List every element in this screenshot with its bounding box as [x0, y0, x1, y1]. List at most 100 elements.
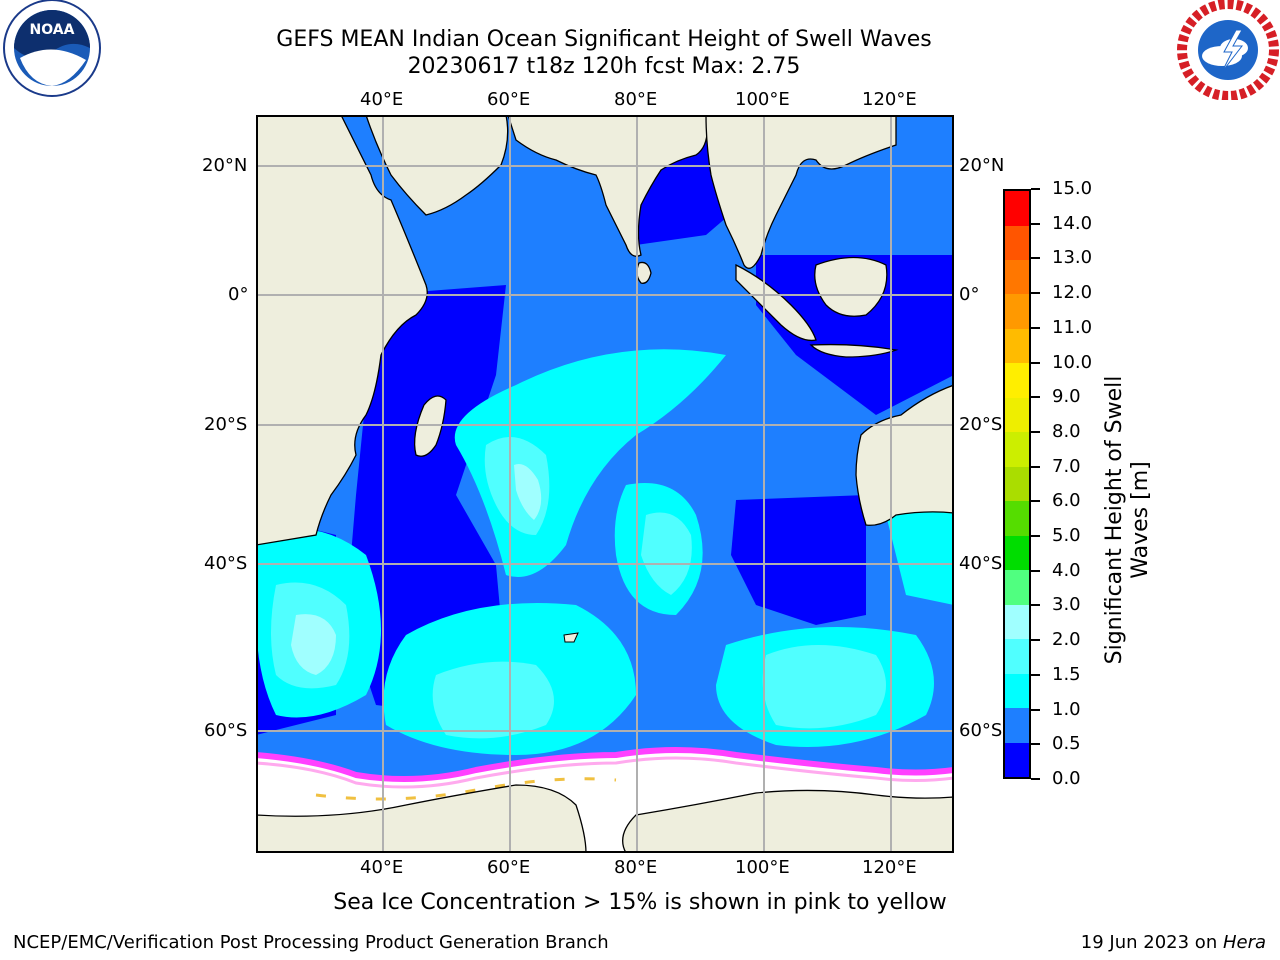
colorbar-tick-mark	[1031, 361, 1040, 364]
colorbar-tick-mark	[1031, 222, 1040, 225]
land-sumatra	[735, 263, 817, 342]
colorbar-swatch	[1005, 501, 1029, 536]
colorbar-tick-label: 1.0	[1052, 698, 1081, 720]
land-antarctica	[622, 789, 954, 853]
colorbar-swatch	[1005, 673, 1029, 709]
colorbar-swatch	[1005, 363, 1029, 398]
colorbar-tick-mark	[1031, 604, 1040, 607]
colorbar-tick-mark	[1031, 639, 1040, 642]
colorbar-tick-label: 8.0	[1052, 420, 1081, 442]
land-africa	[256, 115, 428, 546]
colorbar-tick-mark	[1031, 673, 1040, 676]
colorbar-tick-label: 6.0	[1052, 490, 1081, 512]
colorbar-swatch	[1005, 328, 1029, 364]
land-indochina	[705, 115, 897, 269]
colorbar-tick-label: 2.0	[1052, 629, 1081, 651]
colorbar-tick-label: 0.0	[1052, 768, 1081, 789]
land-kerguelen	[563, 632, 579, 643]
colorbar-tick-label: 3.0	[1052, 594, 1081, 616]
lat-label-right: 20°S	[959, 414, 1003, 435]
colorbar-swatch	[1005, 259, 1029, 295]
colorbar-tick-mark	[1031, 535, 1040, 538]
lat-label-right: 20°N	[959, 155, 1005, 176]
colorbar-tick-mark	[1031, 778, 1040, 780]
noaa-logo-text: NOAA	[30, 22, 75, 38]
colorbar-swatch	[1005, 570, 1029, 605]
colorbar-swatch	[1005, 742, 1029, 777]
colorbar-tick-label: 4.0	[1052, 559, 1081, 581]
colorbar-tick-label: 12.0	[1052, 282, 1093, 304]
lat-label-right: 0°	[959, 284, 980, 305]
land-australia	[855, 384, 954, 526]
land-java	[809, 343, 899, 358]
noaa-logo: NOAA	[3, 0, 101, 97]
colorbar-label: Significant Height of Swell Waves [m]	[1102, 360, 1162, 680]
swell-zone-max	[291, 614, 336, 675]
colorbar-swatch	[1005, 397, 1029, 433]
colorbar-swatch	[1005, 639, 1029, 674]
lat-label-right: 40°S	[959, 553, 1003, 574]
lat-label-left: 20°S	[204, 414, 248, 435]
land-india	[507, 115, 708, 257]
swell-zone-low	[346, 285, 506, 715]
lon-label-top: 100°E	[735, 89, 790, 110]
colorbar-tick-mark	[1031, 708, 1040, 711]
footer-right: 19 Jun 2023 on Hera	[1081, 932, 1266, 954]
footer-date: 19 Jun 2023 on	[1080, 932, 1223, 953]
swell-zone-high	[432, 661, 554, 739]
lon-label-bottom: 60°E	[487, 857, 531, 878]
lon-label-bottom: 80°E	[614, 857, 658, 878]
colorbar-tick-label: 5.0	[1052, 525, 1081, 547]
colorbar-swatch	[1005, 191, 1029, 226]
chart-title: GEFS MEAN Indian Ocean Significant Heigh…	[276, 27, 932, 52]
lon-label-top: 60°E	[487, 89, 531, 110]
colorbar-tick-label: 14.0	[1052, 212, 1093, 234]
chart-subtitle: 20230617 t18z 120h fcst Max: 2.75	[407, 54, 801, 79]
land-madagascar	[413, 395, 447, 457]
swell-zone-max	[514, 464, 542, 520]
colorbar-label-line1: Significant Height of Swell	[1102, 375, 1127, 665]
colorbar-tick-label: 10.0	[1052, 351, 1093, 373]
colorbar-tick-label: 13.0	[1052, 247, 1093, 269]
footer-left: NCEP/EMC/Verification Post Processing Pr…	[13, 932, 609, 953]
colorbar-tick-label: 0.5	[1052, 733, 1081, 755]
lat-label-left: 20°N	[202, 155, 248, 176]
lat-label-left: 60°S	[204, 720, 248, 741]
colorbar-swatch	[1005, 294, 1029, 329]
sea-ice-caption: Sea Ice Concentration > 15% is shown in …	[333, 890, 947, 915]
graticule	[256, 115, 954, 853]
colorbar-tick-mark	[1031, 188, 1040, 190]
sea-ice-edge	[256, 756, 954, 789]
footer-host: Hera	[1222, 932, 1266, 953]
colorbar-tick-mark	[1031, 500, 1040, 503]
colorbar-tick-mark	[1031, 326, 1040, 329]
sea-ice-edge	[256, 747, 954, 782]
lon-label-top: 120°E	[862, 89, 917, 110]
lon-label-bottom: 120°E	[862, 857, 917, 878]
map-frame	[256, 115, 954, 853]
map-panel	[256, 115, 954, 853]
colorbar-tick-mark	[1031, 292, 1040, 295]
colorbar-swatch	[1005, 604, 1029, 640]
colorbar-tick-mark	[1031, 743, 1040, 746]
colorbar-swatch	[1005, 225, 1029, 260]
lat-label-right: 60°S	[959, 720, 1003, 741]
colorbar-swatch	[1005, 432, 1029, 467]
lon-label-bottom: 40°E	[360, 857, 404, 878]
lat-label-left: 40°S	[204, 553, 248, 574]
swell-zone-mid	[886, 505, 954, 605]
lon-label-top: 40°E	[360, 89, 404, 110]
lon-label-top: 80°E	[614, 89, 658, 110]
colorbar-tick-label: 7.0	[1052, 455, 1081, 477]
colorbar-tick-mark	[1031, 257, 1040, 260]
colorbar-label-line2: Waves [m]	[1128, 461, 1153, 579]
colorbar-swatch	[1005, 535, 1029, 571]
colorbar	[1003, 189, 1031, 779]
land-antarctica	[256, 784, 587, 853]
lon-label-bottom: 100°E	[735, 857, 790, 878]
lat-label-left: 0°	[228, 284, 249, 305]
colorbar-swatch	[1005, 466, 1029, 502]
swell-zone-high	[762, 645, 886, 729]
colorbar-tick-mark	[1031, 465, 1040, 468]
colorbar-tick-label: 1.5	[1052, 663, 1081, 685]
